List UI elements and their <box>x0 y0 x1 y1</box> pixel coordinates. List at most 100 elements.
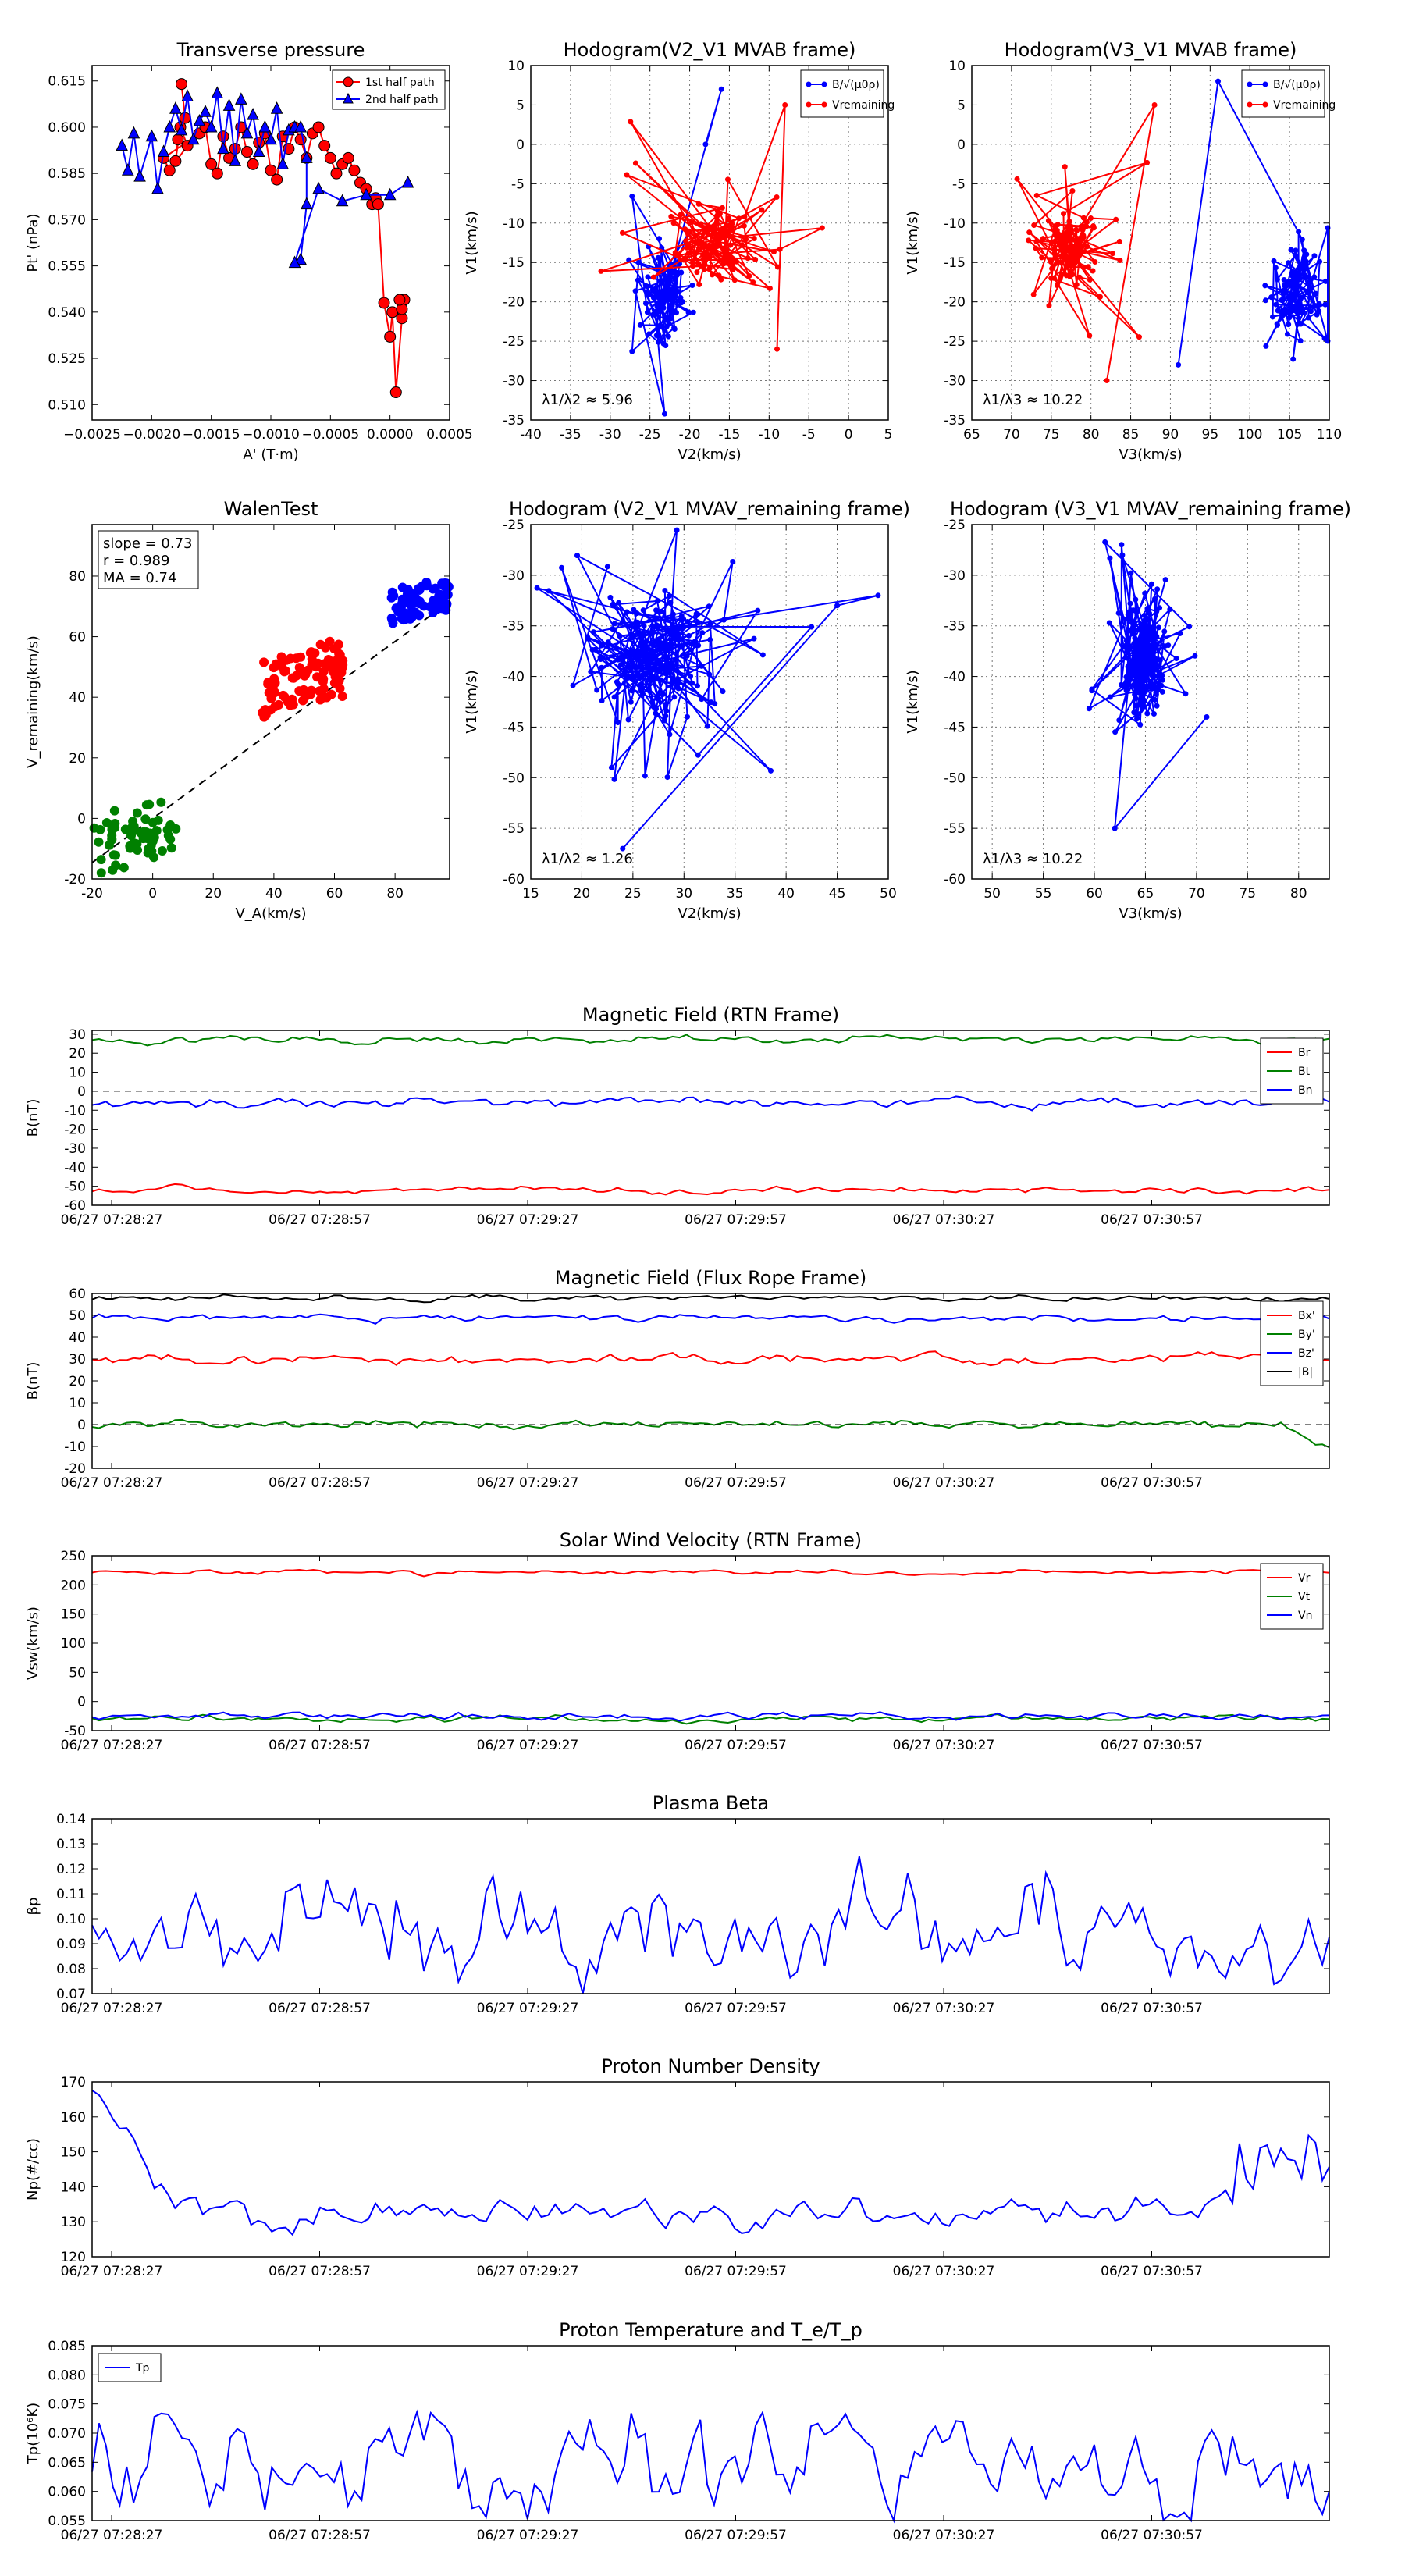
data-point <box>655 658 661 664</box>
legend-marker <box>806 81 812 87</box>
data-point <box>1142 590 1148 596</box>
data-point <box>1272 265 1279 271</box>
data-point <box>315 695 325 705</box>
x-tick-label: 06/27 07:28:57 <box>269 2528 371 2543</box>
y-tick-label: 5 <box>516 98 525 113</box>
data-point <box>689 283 695 289</box>
data-point <box>724 176 731 183</box>
data-point <box>1126 647 1132 653</box>
data-point <box>680 623 686 629</box>
data-point <box>666 321 672 327</box>
data-point <box>642 773 648 779</box>
x-tick-label: −0.0005 <box>301 427 359 443</box>
y-tick-label: -40 <box>64 1160 86 1176</box>
data-point <box>679 617 685 623</box>
y-tick-label: 10 <box>507 59 525 74</box>
y-tick-label: 0.075 <box>48 2397 86 2413</box>
x-tick-label: 80 <box>1290 886 1307 902</box>
series-line <box>91 1713 1330 1725</box>
data-point <box>222 98 236 111</box>
data-point <box>638 686 644 692</box>
data-point <box>1085 264 1091 270</box>
data-point <box>659 297 665 304</box>
data-point <box>1297 276 1304 282</box>
y-axis-label: V1(km/s) <box>905 211 921 274</box>
x-tick-label: 06/27 07:29:27 <box>477 1738 579 1753</box>
data-point <box>1149 685 1155 691</box>
series-line <box>1087 539 1208 831</box>
data-point <box>1159 677 1165 683</box>
data-point <box>1115 610 1122 616</box>
data-point <box>670 611 676 617</box>
data-point <box>318 667 329 677</box>
data-point <box>663 291 670 297</box>
x-tick-label: 15 <box>522 886 539 902</box>
x-tick-label: 06/27 07:30:57 <box>1101 2264 1203 2279</box>
x-tick-label: 105 <box>1277 427 1302 443</box>
data-point <box>559 564 565 571</box>
data-point <box>632 288 638 294</box>
x-tick-label: 06/27 07:28:27 <box>61 1475 163 1491</box>
data-point <box>653 607 660 614</box>
x-tick-label: 70 <box>1188 886 1205 902</box>
legend-label: Vremaining <box>1273 99 1336 112</box>
data-point <box>1154 703 1160 709</box>
x-axis-label: V2(km/s) <box>678 906 741 922</box>
data-point <box>628 634 635 640</box>
y-tick-label: -30 <box>944 568 966 584</box>
data-point <box>288 255 301 269</box>
x-tick-label: 40 <box>265 886 283 902</box>
data-point <box>1084 244 1090 250</box>
data-point <box>169 155 182 167</box>
data-point <box>138 834 148 844</box>
data-point <box>313 658 323 668</box>
y-tick-label: -50 <box>944 770 966 786</box>
legend-label: Vn <box>1298 1610 1312 1622</box>
data-point <box>1284 331 1290 337</box>
y-tick-label: 0.14 <box>56 1812 86 1827</box>
y-tick-label: -30 <box>503 568 525 584</box>
series-line <box>91 1350 1330 1367</box>
data-point <box>1299 237 1305 243</box>
x-tick-label: 0 <box>845 427 853 443</box>
axes-frame <box>91 524 450 880</box>
series-line <box>91 1711 1330 1722</box>
data-point <box>663 287 670 294</box>
y-tick-label: 10 <box>69 1396 86 1411</box>
data-point <box>641 643 647 649</box>
series-line <box>627 88 723 415</box>
data-point <box>739 242 745 248</box>
data-point <box>649 656 655 663</box>
data-point <box>644 309 650 315</box>
y-tick-label: -5 <box>952 176 966 192</box>
data-point <box>1134 715 1140 721</box>
data-point <box>148 817 158 827</box>
data-point <box>1126 681 1132 688</box>
data-point <box>770 249 777 255</box>
data-point <box>723 252 729 258</box>
data-point <box>1292 278 1298 284</box>
data-point <box>335 683 345 693</box>
x-tick-label: -5 <box>802 427 816 443</box>
data-point <box>1301 263 1307 269</box>
data-point <box>686 632 692 639</box>
data-point <box>727 262 734 268</box>
data-point <box>132 808 142 818</box>
data-point <box>1147 631 1153 637</box>
data-point <box>774 194 780 200</box>
data-point <box>1152 596 1158 602</box>
data-point <box>657 639 663 646</box>
data-point <box>1132 640 1138 646</box>
data-point <box>1155 624 1161 631</box>
data-point <box>276 157 290 169</box>
x-tick-label: -25 <box>639 427 661 443</box>
data-point <box>636 674 642 681</box>
data-point <box>1136 639 1142 645</box>
data-point <box>656 696 662 702</box>
data-point <box>641 670 647 676</box>
data-point <box>1116 238 1122 244</box>
data-point <box>692 250 699 256</box>
series-line <box>91 2090 1330 2236</box>
data-point <box>1072 244 1079 251</box>
data-point <box>1131 710 1137 716</box>
